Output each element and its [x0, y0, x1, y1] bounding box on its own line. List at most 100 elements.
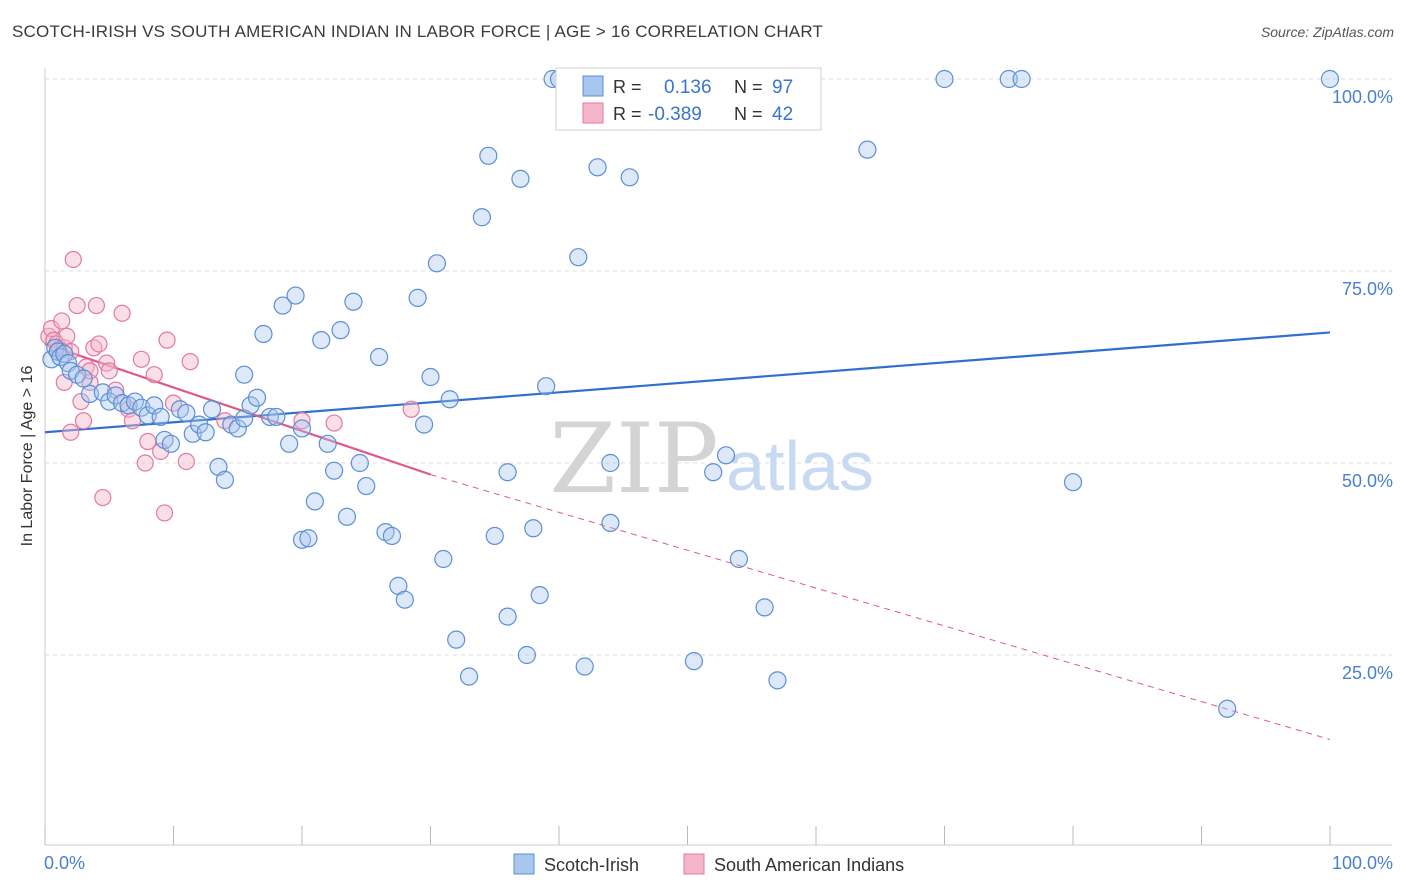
point-scotch-irish — [601, 513, 620, 533]
point-scotch-irish — [177, 403, 196, 423]
point-scotch-irish — [704, 463, 723, 482]
point-south-american-indians — [62, 423, 80, 441]
point-scotch-irish — [755, 598, 774, 617]
point-scotch-irish — [427, 254, 447, 273]
point-south-american-indians — [132, 350, 150, 368]
y-tick-label-75: 75.0% — [1342, 279, 1393, 299]
point-south-american-indians — [402, 400, 420, 418]
point-scotch-irish — [318, 434, 337, 453]
point-scotch-irish — [414, 415, 434, 434]
trend-line-south-american-indians — [44, 342, 431, 476]
chart-title: SCOTCH-IRISH VS SOUTH AMERICAN INDIAN IN… — [12, 22, 824, 41]
point-scotch-irish — [999, 69, 1018, 89]
point-scotch-irish — [382, 526, 402, 546]
point-south-american-indians — [68, 296, 86, 315]
point-scotch-irish — [299, 529, 318, 548]
point-south-american-indians — [53, 312, 71, 330]
point-scotch-irish — [530, 585, 549, 605]
point-scotch-irish — [588, 158, 607, 177]
point-south-american-indians — [100, 362, 118, 380]
point-scotch-irish — [305, 492, 324, 511]
watermark: ZIP atlas — [549, 403, 874, 515]
point-south-american-indians — [293, 412, 311, 430]
point-scotch-irish — [235, 365, 254, 384]
point-scotch-irish — [395, 590, 414, 609]
point-scotch-irish — [517, 645, 536, 665]
y-tick-label-25: 25.0% — [1342, 663, 1393, 683]
bottom-legend-label-south-american-indians: South American Indians — [714, 855, 904, 875]
point-scotch-irish — [569, 248, 588, 267]
point-scotch-irish — [161, 434, 181, 453]
point-scotch-irish — [260, 407, 279, 427]
trend-line-south-american-indians-projection — [430, 474, 1331, 740]
point-scotch-irish — [215, 470, 234, 489]
point-scotch-irish — [286, 286, 305, 305]
point-scotch-irish — [935, 69, 954, 89]
point-scotch-irish — [459, 667, 479, 686]
point-scotch-irish — [280, 434, 299, 453]
point-south-american-indians — [181, 353, 199, 371]
point-south-american-indians — [90, 335, 108, 353]
point-scotch-irish — [684, 652, 704, 671]
point-south-american-indians — [136, 454, 154, 472]
point-scotch-irish — [440, 390, 459, 409]
source-label: Source: ZipAtlas.com — [1260, 24, 1394, 40]
point-scotch-irish — [1320, 69, 1340, 89]
y-tick-label-50: 50.0% — [1342, 471, 1393, 491]
point-south-american-indians — [155, 504, 174, 522]
point-scotch-irish — [479, 146, 498, 165]
point-south-american-indians — [177, 452, 195, 471]
legend-r-label: R = — [613, 77, 642, 97]
axes — [44, 68, 1392, 846]
point-scotch-irish — [267, 407, 286, 427]
point-scotch-irish — [498, 463, 517, 482]
point-scotch-irish — [1063, 473, 1083, 492]
bottom-legend-label-scotch-irish: Scotch-Irish — [544, 855, 639, 875]
legend-r-value-scotch-irish: 0.136 — [664, 77, 712, 98]
bottom-legend-swatch-scotch-irish — [513, 853, 535, 875]
point-south-american-indians — [113, 304, 131, 322]
watermark-zip: ZIP — [549, 403, 718, 515]
point-scotch-irish — [498, 607, 517, 626]
point-scotch-irish — [858, 140, 877, 159]
point-scotch-irish — [247, 388, 267, 407]
x-tick-label-0: 0.0% — [44, 853, 85, 873]
point-scotch-irish — [524, 519, 543, 538]
point-scotch-irish — [292, 530, 312, 549]
legend-n-label: N = — [734, 77, 763, 97]
point-south-american-indians — [74, 412, 93, 430]
legend-n-value-scotch-irish: 97 — [772, 77, 793, 98]
point-scotch-irish — [357, 476, 376, 496]
point-scotch-irish — [729, 549, 749, 569]
trend-lines — [44, 331, 1331, 740]
point-scotch-irish — [370, 347, 389, 367]
point-scotch-irish — [421, 367, 440, 387]
legend-swatch-scotch-irish — [582, 75, 604, 97]
point-scotch-irish — [1012, 69, 1031, 89]
point-scotch-irish — [145, 396, 164, 415]
point-scotch-irish — [447, 630, 466, 649]
point-scotch-irish — [344, 292, 363, 311]
legend-n-value-south-american-indians: 42 — [772, 104, 793, 125]
grid-lines — [45, 78, 1392, 656]
point-south-american-indians — [145, 366, 163, 384]
x-tick-label-100: 100.0% — [1332, 853, 1393, 873]
point-scotch-irish — [434, 549, 453, 569]
point-scotch-irish — [472, 208, 491, 227]
point-scotch-irish — [337, 507, 357, 526]
point-scotch-irish — [228, 419, 247, 438]
legend-r-value-south-american-indians: -0.389 — [648, 104, 702, 125]
point-scotch-irish — [575, 657, 594, 676]
bottom-legend-swatch-south-american-indians — [683, 853, 705, 875]
watermark-atlas: atlas — [726, 427, 874, 505]
point-scotch-irish — [74, 369, 93, 388]
bottom-legend: Scotch-Irish South American Indians — [513, 853, 904, 875]
point-scotch-irish — [292, 419, 312, 438]
point-scotch-irish — [1218, 699, 1237, 718]
point-scotch-irish — [151, 407, 170, 427]
point-scotch-irish — [196, 423, 215, 442]
point-scotch-irish — [55, 344, 74, 364]
legend-swatch-south-american-indians — [582, 102, 604, 124]
point-scotch-irish — [511, 169, 530, 188]
